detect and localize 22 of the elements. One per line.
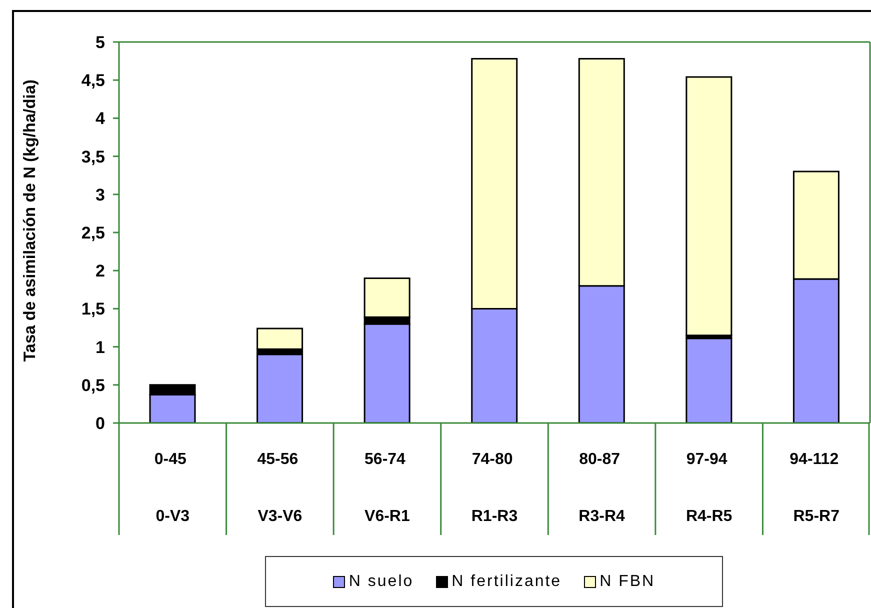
- y-tick-label: 0: [96, 414, 105, 434]
- legend-label: N fertilizante: [452, 572, 562, 590]
- y-tick-label: 4: [96, 109, 106, 128]
- y-tick-label: 1: [96, 338, 105, 357]
- category-label: 80-87 R3-R4: [578, 451, 625, 525]
- category-label: 56-74 V6-R1: [364, 451, 410, 525]
- y-tick-label: 0,5: [81, 376, 105, 395]
- legend-label: N FBN: [600, 572, 656, 590]
- category-label: 0-45 0-V3: [154, 451, 190, 525]
- y-tick-label: 3: [96, 185, 105, 204]
- y-axis-title: Tasa de asimilación de N (kg/ha/dia): [21, 79, 39, 362]
- y-tick-label: 4,5: [81, 71, 105, 90]
- y-tick-label: 2,5: [81, 224, 105, 243]
- category-label: 94-112 R5-R7: [790, 451, 840, 525]
- y-tick-label: 3,5: [81, 147, 105, 166]
- category-label: 45-56 V3-V6: [257, 451, 302, 525]
- category-label: 97-94 R4-R5: [686, 451, 732, 525]
- legend-label: N suelo: [348, 572, 414, 590]
- y-tick-label: 1,5: [81, 300, 105, 319]
- category-label: 74-80 R1-R3: [471, 451, 518, 525]
- y-tick-label: 5: [96, 33, 105, 52]
- y-tick-label: 2: [96, 262, 105, 281]
